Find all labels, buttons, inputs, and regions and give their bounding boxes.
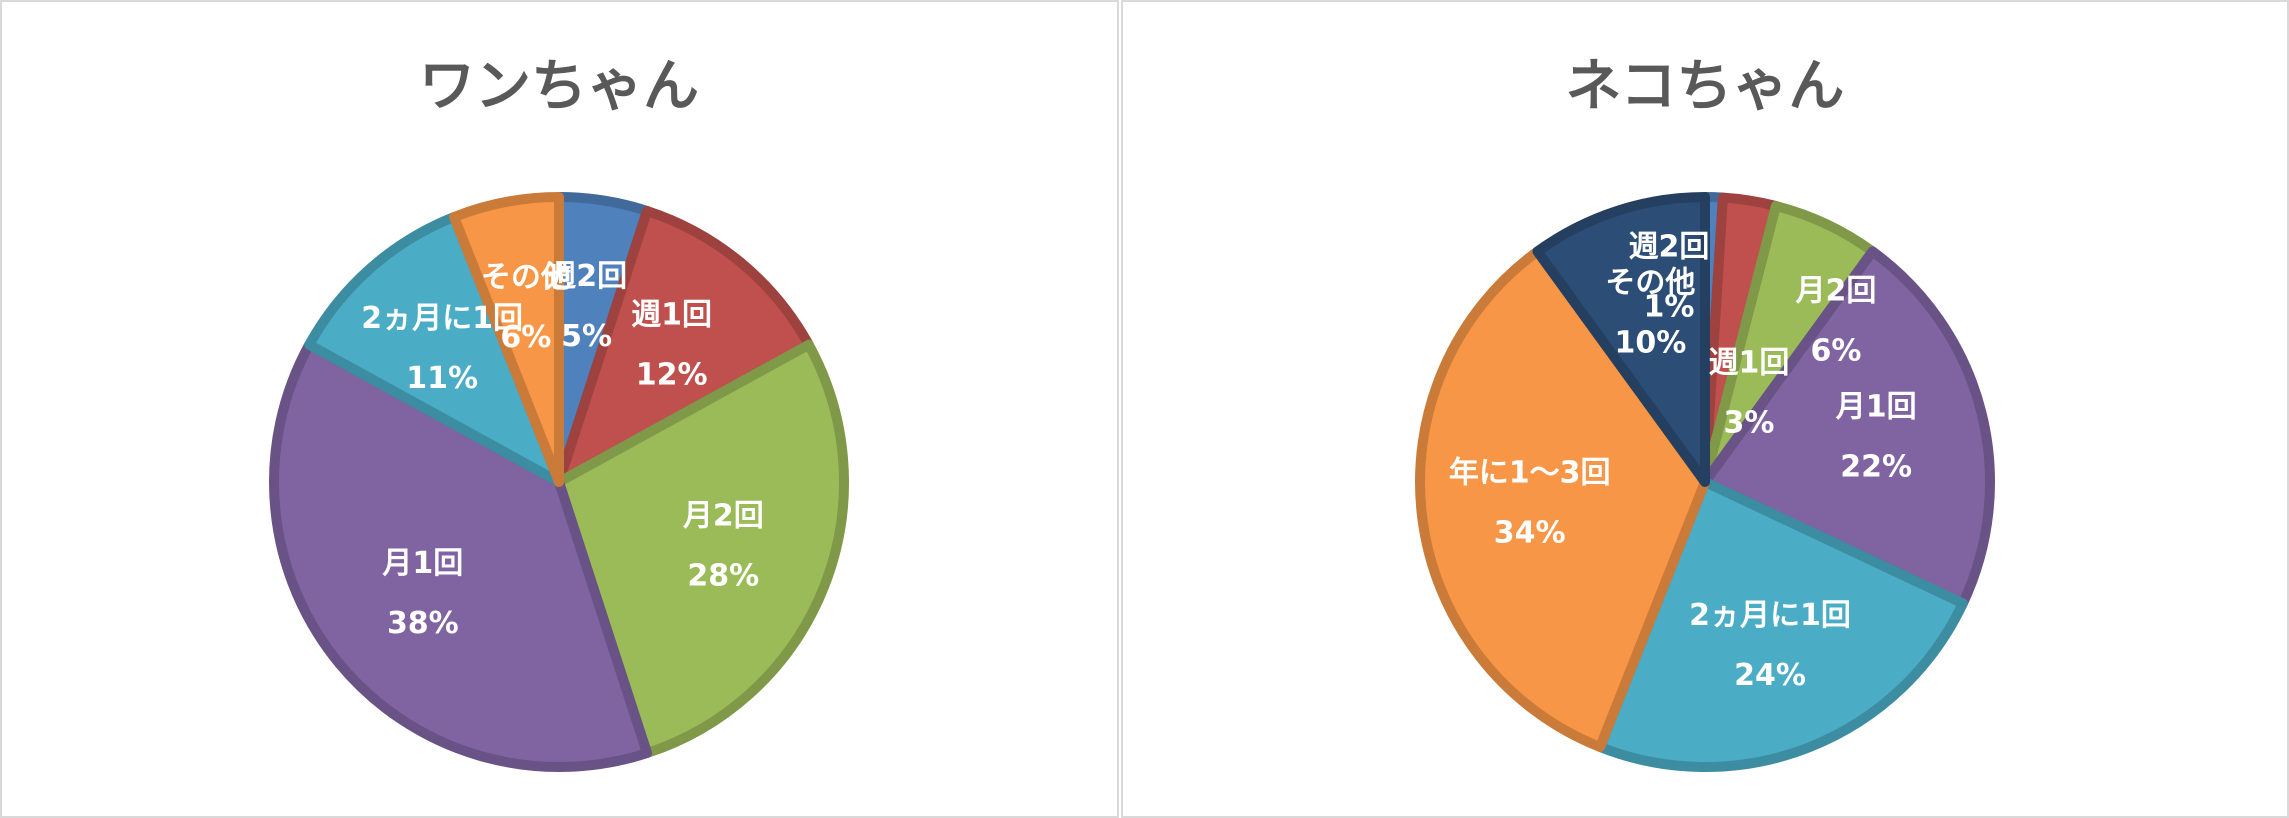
slice-category: 年に1～3回 [1449,456,1611,491]
slice-category: 週2回 [1629,230,1710,265]
slice-value: 11% [406,361,478,396]
slice-category: 2ヵ月に1回 [361,301,523,336]
slice-value: 24% [1734,658,1806,693]
slice-value: 10% [1614,325,1686,360]
slice-category: 2ヵ月に1回 [1689,598,1851,633]
slice-category: その他 [481,260,571,295]
slice-value: 38% [387,606,459,641]
slice-value: 3% [1724,406,1775,441]
slice-value: 28% [687,559,759,594]
pie-slice [554,205,814,487]
slice-value: 12% [636,357,708,392]
slice-category: 月1回 [1836,390,1917,425]
slice-category: 月1回 [382,546,463,581]
pie-slice [554,339,849,759]
slice-category: 週1回 [631,297,712,332]
pie-slice [449,192,564,487]
slice-category: 週2回 [546,259,627,294]
pie-slice [1595,477,1968,772]
slice-category: その他 [1605,265,1695,300]
pie-slice [304,212,564,487]
pie-slice [1415,246,1710,752]
slice-category: 月2回 [683,499,764,534]
chart-title: ネコちゃん [1566,54,1845,119]
slice-value: 1% [1644,290,1695,325]
pie-slice [269,339,653,772]
slice-value: 6% [1811,334,1862,369]
slice-category: 月2回 [1796,274,1877,309]
slice-value: 34% [1494,516,1566,551]
slice-value: 5% [561,319,612,354]
pie-slice [1532,192,1710,487]
chart-title: ワンちゃん [419,54,699,119]
slice-category: 週1回 [1709,346,1790,381]
slice-value: 22% [1840,450,1912,485]
slice-value: 6% [500,320,551,355]
